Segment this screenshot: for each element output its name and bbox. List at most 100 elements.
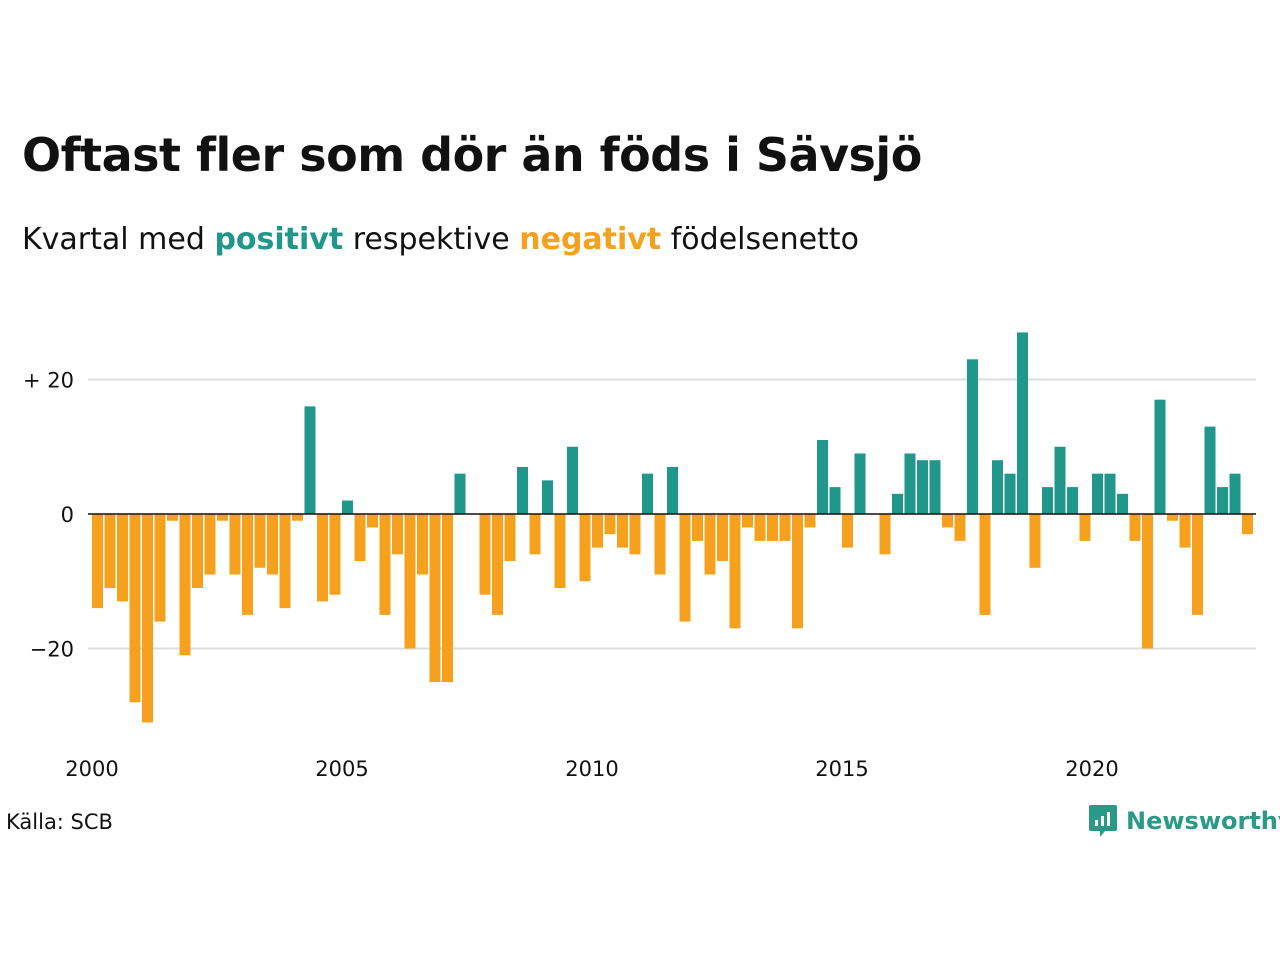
bar-negative: [504, 514, 516, 562]
chart-subtitle: Kvartal med positivt respektive negativt…: [22, 222, 859, 257]
bar-negative: [167, 514, 178, 521]
bar-negative: [779, 514, 791, 541]
chart-title: Oftast fler som dör än föds i Sävsjö: [22, 128, 922, 182]
bar-positive: [1229, 473, 1241, 514]
subtitle-negative: negativt: [519, 222, 662, 257]
bar-negative: [942, 514, 953, 528]
bar-negative: [329, 514, 341, 595]
bar-negative: [229, 514, 241, 575]
bar-negative: [1029, 514, 1041, 568]
bar-negative: [804, 514, 816, 528]
bar-negative: [729, 514, 741, 629]
bar-negative: [292, 514, 303, 521]
bar-positive: [567, 446, 578, 514]
bar-negative: [1079, 514, 1091, 541]
bar-negative: [754, 514, 766, 541]
bar-positive: [854, 453, 866, 514]
bar-negative: [429, 514, 441, 683]
x-tick-label: 2015: [815, 757, 868, 781]
y-tick-label: + 20: [23, 369, 74, 393]
bar-negative: [1167, 514, 1178, 521]
bar-negative: [154, 514, 166, 622]
bar-negative: [617, 514, 628, 548]
bar-positive: [1092, 473, 1103, 514]
bar-negative: [104, 514, 116, 588]
bar-negative: [742, 514, 753, 528]
bar-positive: [1154, 399, 1166, 514]
brand-logo: Newsworthy: [1088, 803, 1280, 839]
bar-positive: [454, 473, 466, 514]
bar-positive: [1217, 487, 1228, 514]
bar-negative: [492, 514, 503, 615]
subtitle-positive: positivt: [214, 222, 344, 257]
bar-positive: [517, 466, 528, 514]
bar-positive: [1004, 473, 1016, 514]
bar-positive: [1067, 487, 1078, 514]
bar-negative: [379, 514, 391, 615]
bar-positive: [904, 453, 916, 514]
bar-negative: [692, 514, 703, 541]
bar-negative: [979, 514, 991, 615]
bar-positive: [829, 487, 841, 514]
bar-negative: [1129, 514, 1141, 541]
bar-negative: [442, 514, 453, 683]
bar-negative: [354, 514, 366, 562]
bar-positive: [992, 460, 1003, 514]
bar-negative: [192, 514, 203, 588]
bar-negative: [242, 514, 253, 615]
bar-negative: [792, 514, 803, 629]
bar-positive: [967, 359, 978, 514]
bar-negative: [717, 514, 728, 562]
bar-positive: [642, 473, 653, 514]
bar-positive: [342, 500, 353, 514]
bar-negative: [629, 514, 641, 555]
bar-negative: [417, 514, 428, 575]
bar-negative: [392, 514, 403, 555]
bar-negative: [592, 514, 603, 548]
subtitle-middle: respektive: [352, 222, 510, 257]
bar-negative: [1142, 514, 1153, 649]
bar-negative: [317, 514, 328, 602]
bar-positive: [1054, 446, 1066, 514]
bar-positive: [817, 440, 828, 514]
bar-negative: [367, 514, 378, 528]
bar-negative: [879, 514, 891, 555]
bar-positive: [667, 466, 678, 514]
bar-negative: [679, 514, 691, 622]
x-tick-label: 2005: [315, 757, 368, 781]
bar-negative: [179, 514, 191, 656]
bar-negative: [479, 514, 491, 595]
bar-negative: [654, 514, 666, 575]
bar-positive: [1042, 487, 1053, 514]
x-tick-label: 2010: [565, 757, 618, 781]
subtitle-suffix: födelsenetto: [670, 222, 859, 257]
bar-negative: [767, 514, 778, 541]
bar-positive: [1104, 473, 1116, 514]
bar-negative: [142, 514, 153, 723]
bar-negative: [954, 514, 966, 541]
bar-negative: [117, 514, 128, 602]
bar-positive: [892, 493, 903, 514]
bar-negative: [204, 514, 216, 575]
bar-positive: [1117, 493, 1128, 514]
bar-negative: [129, 514, 141, 703]
x-tick-label: 2020: [1065, 757, 1118, 781]
bar-negative: [254, 514, 266, 568]
bar-negative: [217, 514, 228, 521]
bar-positive: [929, 460, 941, 514]
bar-negative: [842, 514, 853, 548]
brand-name: Newsworthy: [1126, 807, 1280, 835]
bar-chart: + 20 0 −20 2000 2005 2010 2015 2020: [23, 332, 1256, 781]
bar-negative: [704, 514, 716, 575]
bar-positive: [917, 460, 928, 514]
bar-positive: [542, 480, 553, 514]
bar-negative: [92, 514, 103, 609]
x-tick-label: 2000: [65, 757, 118, 781]
bar-positive: [1204, 426, 1216, 514]
bar-negative: [267, 514, 278, 575]
bar-negative: [404, 514, 416, 649]
bar-negative: [1179, 514, 1191, 548]
source-note: Källa: SCB: [6, 810, 113, 834]
newsworthy-icon: [1089, 805, 1117, 837]
bar-negative: [279, 514, 291, 609]
